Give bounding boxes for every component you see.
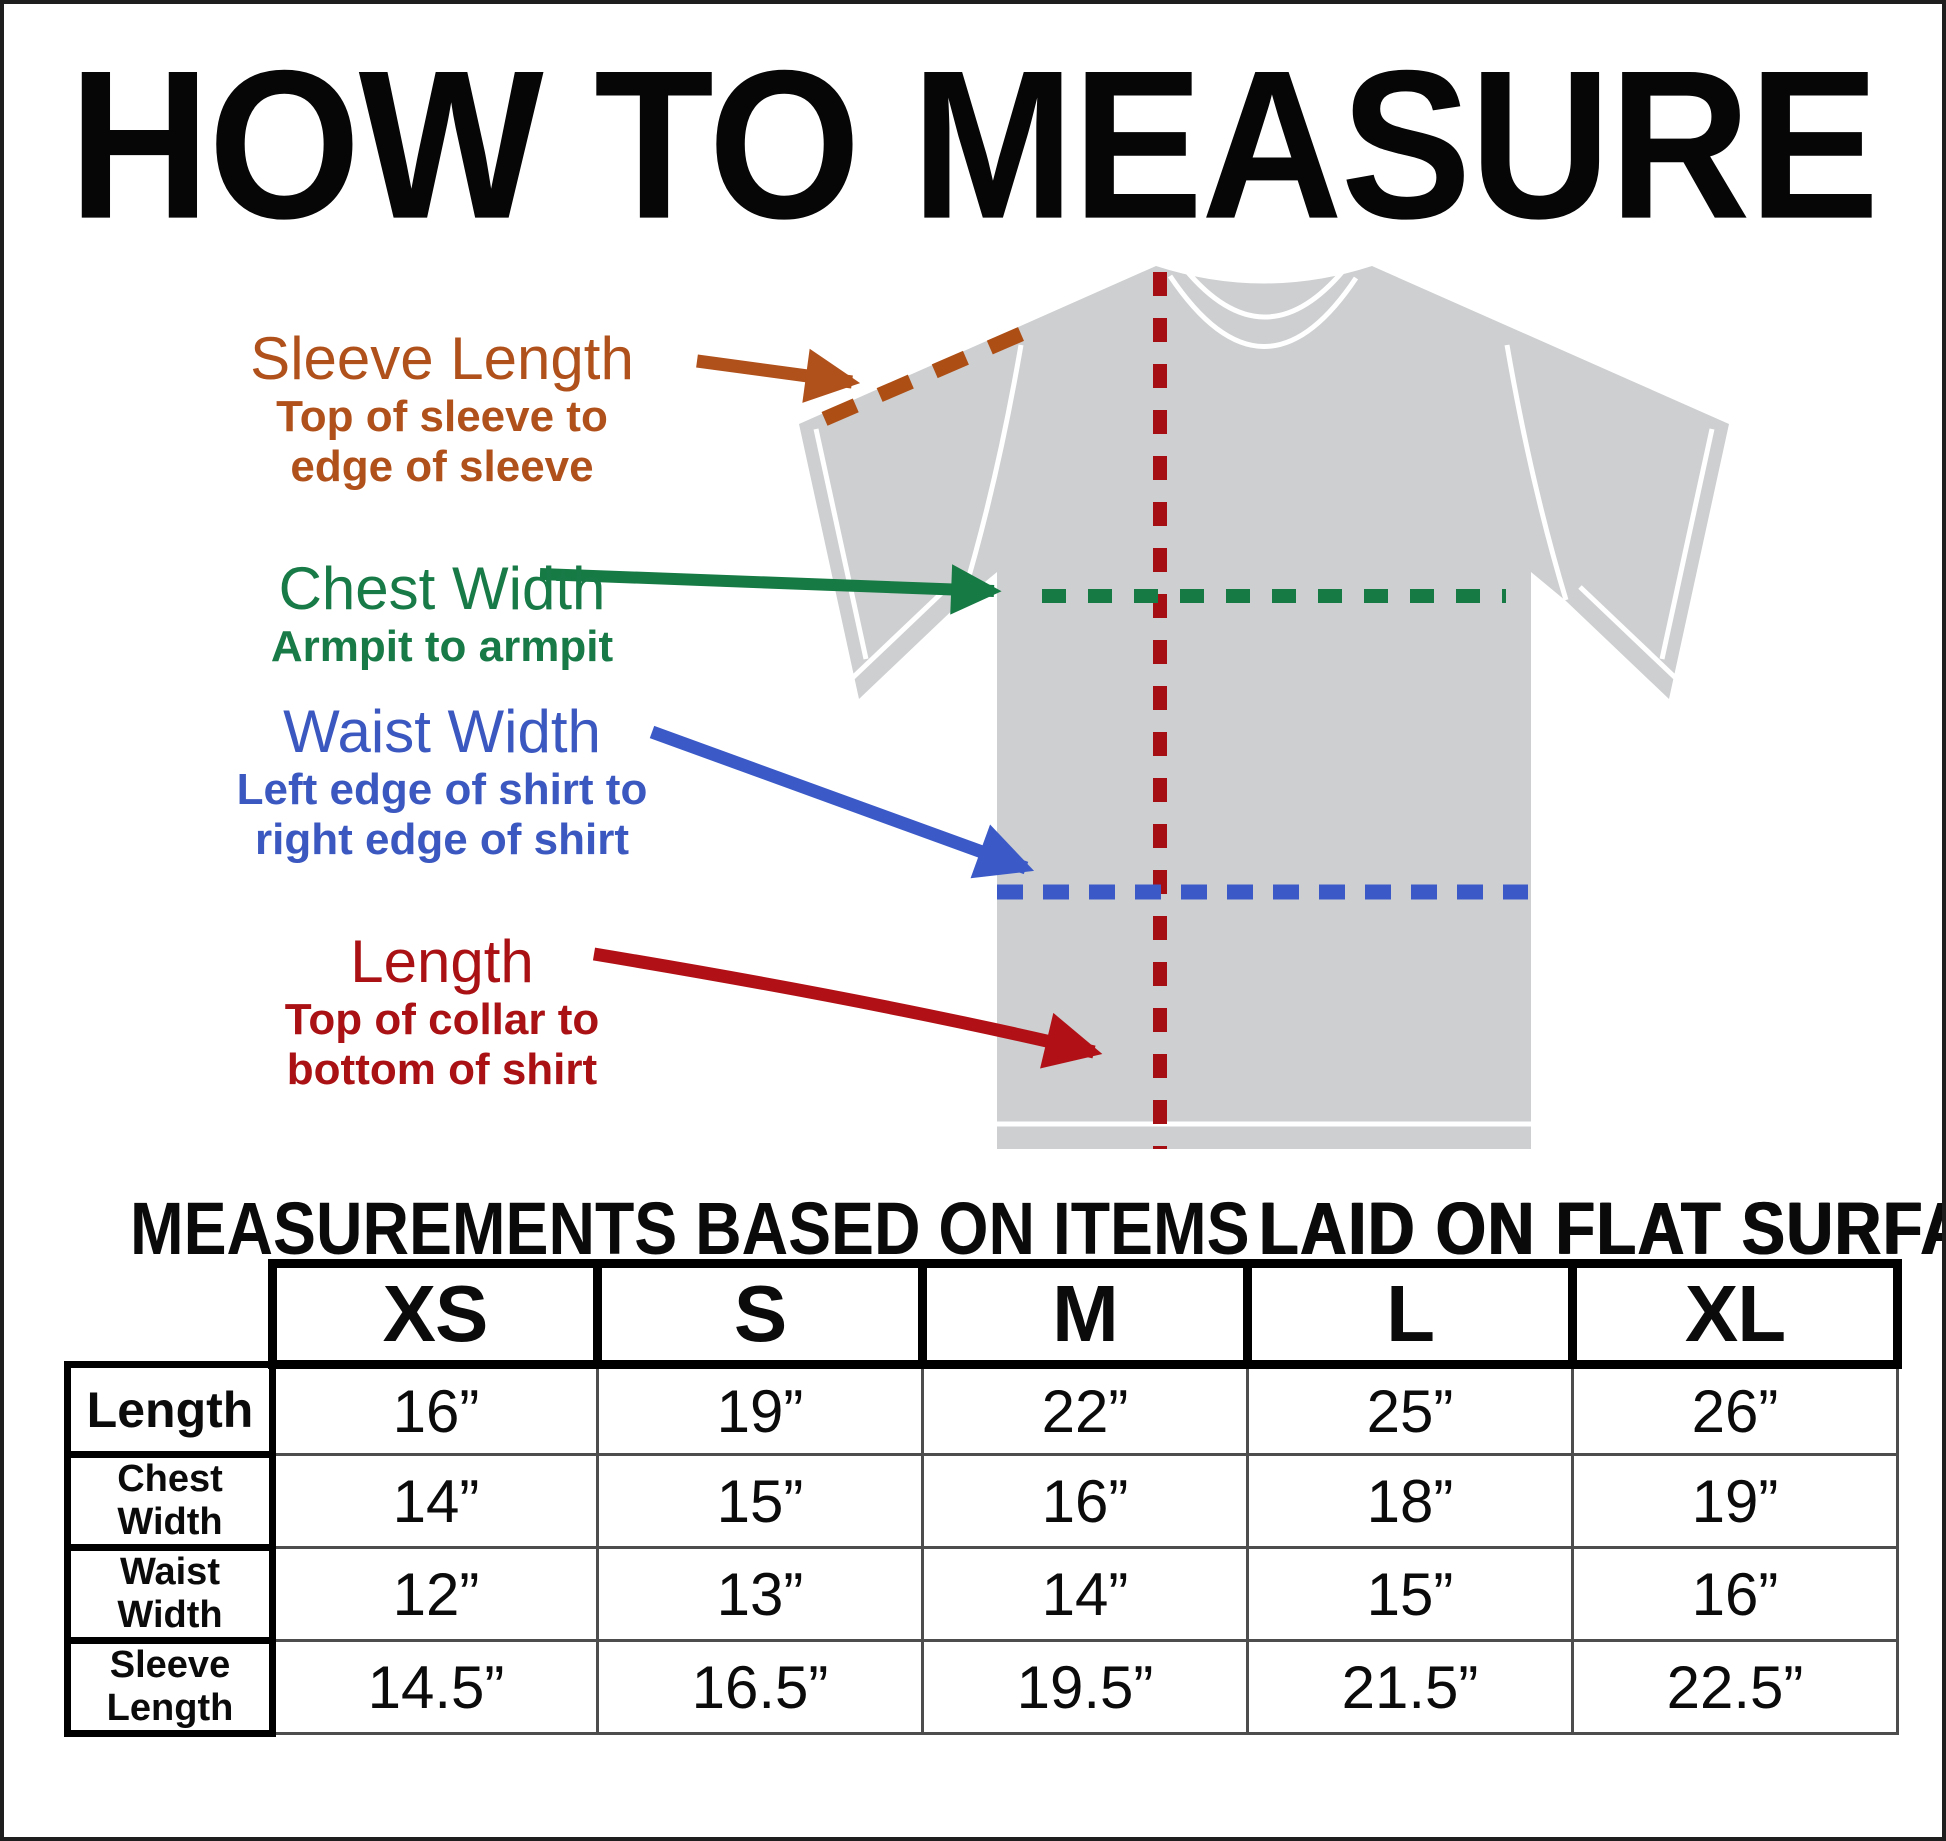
cell-waist-m: 14” — [921, 1546, 1249, 1642]
cell-chest-s: 15” — [596, 1453, 924, 1549]
cell-chest-m: 16” — [921, 1453, 1249, 1549]
cell-waist-xl: 16” — [1571, 1546, 1899, 1642]
length-desc-line2: bottom of shirt — [286, 1045, 598, 1094]
tshirt-measure-diagram — [539, 266, 1729, 1149]
table-row: Length 16” 19” 22” 25” 26” — [64, 1361, 1899, 1458]
sleeve-length-desc-line2: edge of sleeve — [290, 442, 594, 491]
cell-sleeve-xl: 22.5” — [1571, 1639, 1899, 1735]
cell-chest-xs: 14” — [271, 1453, 599, 1549]
page-title: HOW TO MEASURE — [68, 26, 1880, 263]
chest-width-desc-line1: Armpit to armpit — [270, 622, 614, 671]
table-corner-cell — [68, 1264, 273, 1365]
tshirt-silhouette — [799, 266, 1729, 1149]
cell-waist-xs: 12” — [271, 1546, 599, 1642]
tshirt-seam-lines — [813, 267, 1715, 1127]
length-arrow — [592, 947, 1103, 1069]
cell-length-xs: 16” — [271, 1363, 599, 1456]
table-row: Waist Width 12” 13” 14” 15” 16” — [64, 1544, 1899, 1644]
column-header-l: L — [1243, 1259, 1577, 1369]
measurement-note: MEASUREMENTS BASED ON ITEMS LAID ON FLAT … — [129, 1186, 1942, 1271]
column-header-xl: XL — [1568, 1259, 1902, 1369]
cell-sleeve-xs: 14.5” — [271, 1639, 599, 1735]
cell-sleeve-s: 16.5” — [596, 1639, 924, 1735]
measurement-note-prefix: MEASUREMENTS BASED ON ITEMS — [129, 1187, 1250, 1270]
waist-arrow — [649, 725, 1035, 879]
sleeve-length-label: Sleeve Length — [250, 325, 634, 392]
waist-width-guide: Waist Width Left edge of shirt to right … — [237, 699, 648, 865]
waist-width-desc-line1: Left edge of shirt to — [236, 765, 648, 814]
sleeve-arrow — [696, 348, 861, 403]
cell-sleeve-l: 21.5” — [1246, 1639, 1574, 1735]
row-label-chest-width: Chest Width — [64, 1451, 276, 1551]
cell-waist-s: 13” — [596, 1546, 924, 1642]
cell-chest-l: 18” — [1246, 1453, 1574, 1549]
cell-length-s: 19” — [596, 1363, 924, 1456]
cell-waist-l: 15” — [1246, 1546, 1574, 1642]
table-row: Chest Width 14” 15” 16” 18” 19” — [64, 1451, 1899, 1551]
row-label-waist-width: Waist Width — [64, 1544, 276, 1644]
waist-width-desc-line2: right edge of shirt — [255, 815, 629, 864]
column-header-xs: XS — [268, 1259, 602, 1369]
cell-sleeve-m: 19.5” — [921, 1639, 1249, 1735]
chest-width-label: Chest Width — [278, 555, 606, 622]
cell-chest-xl: 19” — [1571, 1453, 1899, 1549]
cell-length-m: 22” — [921, 1363, 1249, 1456]
row-label-sleeve-length: Sleeve Length — [64, 1637, 276, 1737]
sleeve-dashed-line — [798, 327, 1024, 436]
sleeve-length-guide: Sleeve Length Top of sleeve to edge of s… — [250, 326, 634, 492]
row-label-length: Length — [64, 1361, 276, 1458]
table-row: Sleeve Length 14.5” 16.5” 19.5” 21.5” 22… — [64, 1637, 1899, 1737]
column-header-s: S — [593, 1259, 927, 1369]
chest-width-guide: Chest Width Armpit to armpit — [271, 556, 613, 672]
sleeve-length-desc-line1: Top of sleeve to — [276, 392, 608, 441]
waist-width-label: Waist Width — [283, 698, 601, 765]
size-table-header-row: XS S M L XL — [68, 1259, 1902, 1369]
length-label: Length — [350, 928, 534, 995]
column-header-m: M — [918, 1259, 1252, 1369]
length-desc-line1: Top of collar to — [284, 995, 600, 1044]
measurement-note-emphasis: LAID ON FLAT SURFACE — [1258, 1187, 1942, 1270]
size-table: XS S M L XL Length 16” 19” 22” 25” 26” C… — [64, 1259, 1902, 1737]
length-guide: Length Top of collar to bottom of shirt — [285, 929, 600, 1095]
chest-arrow — [539, 564, 1002, 615]
cell-length-l: 25” — [1246, 1363, 1574, 1456]
cell-length-xl: 26” — [1571, 1363, 1899, 1456]
